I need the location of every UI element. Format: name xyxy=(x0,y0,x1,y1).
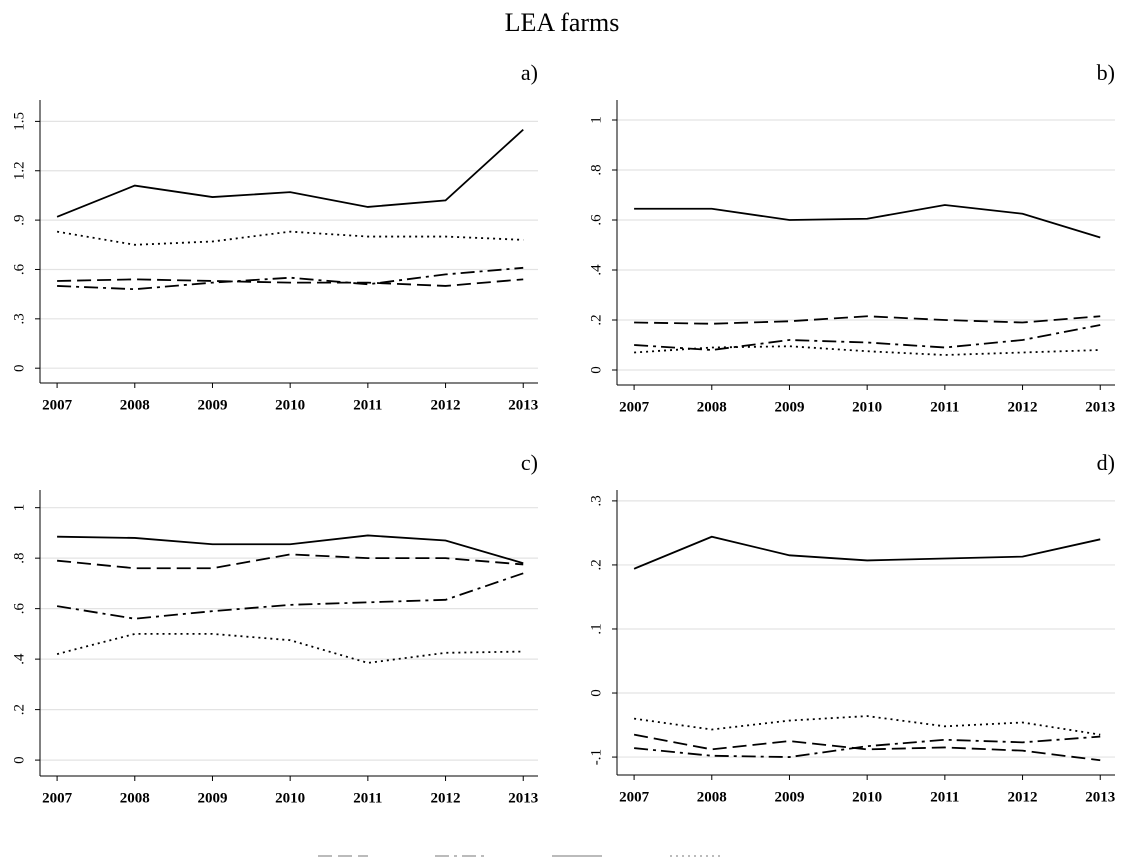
y-tick-label: 0 xyxy=(11,756,27,764)
series-line xyxy=(633,715,1101,736)
x-tick-label: 2011 xyxy=(353,397,382,413)
x-tick-label: 2012 xyxy=(431,397,461,413)
x-tick-label: 2013 xyxy=(1085,399,1115,415)
x-tick-label: 2010 xyxy=(275,397,305,413)
y-tick-label: .2 xyxy=(588,314,604,325)
series-line xyxy=(634,735,1101,758)
series-line xyxy=(57,534,524,565)
x-tick-label: 2008 xyxy=(120,790,150,806)
panel-label: d) xyxy=(1097,450,1115,475)
x-tick-label: 2009 xyxy=(774,399,804,415)
y-tick-label: .8 xyxy=(588,164,604,175)
x-tick-label: 2007 xyxy=(42,790,73,806)
panel-label: c) xyxy=(521,450,538,475)
x-tick-label: 2012 xyxy=(1008,399,1038,415)
y-tick-label: .4 xyxy=(588,264,604,276)
series-line xyxy=(633,535,1101,570)
y-tick-label: 1.2 xyxy=(11,161,27,180)
y-tick-label: .3 xyxy=(11,313,27,324)
y-tick-label: .4 xyxy=(11,653,27,665)
x-tick-label: 2007 xyxy=(42,397,73,413)
y-tick-label: 1 xyxy=(588,116,604,124)
y-tick-label: .6 xyxy=(11,603,27,615)
x-tick-label: 2013 xyxy=(1085,789,1115,805)
y-tick-label: .1 xyxy=(588,623,604,634)
x-tick-label: 2009 xyxy=(197,397,227,413)
y-tick-label: .6 xyxy=(588,214,604,226)
x-tick-label: 2010 xyxy=(275,790,305,806)
y-tick-label: 0 xyxy=(588,366,604,374)
x-tick-label: 2011 xyxy=(930,789,959,805)
series-line xyxy=(56,572,524,620)
series-line xyxy=(634,204,1101,239)
series-line xyxy=(634,345,1101,356)
y-tick-label: 1 xyxy=(11,504,27,512)
panel-label: a) xyxy=(521,60,538,85)
x-tick-label: 2008 xyxy=(697,399,727,415)
x-tick-label: 2013 xyxy=(508,790,538,806)
y-tick-label: 1.5 xyxy=(11,112,27,131)
series-line xyxy=(57,278,524,287)
x-tick-label: 2012 xyxy=(1008,789,1038,805)
x-tick-label: 2008 xyxy=(120,397,150,413)
x-tick-label: 2012 xyxy=(431,790,461,806)
y-tick-label: 0 xyxy=(588,689,604,697)
series-line xyxy=(57,266,524,291)
y-tick-label: 0 xyxy=(11,364,27,372)
panel-label: b) xyxy=(1097,60,1115,85)
x-tick-label: 2009 xyxy=(197,790,227,806)
series-line xyxy=(634,315,1101,325)
x-tick-label: 2011 xyxy=(930,399,959,415)
series-line xyxy=(57,553,524,570)
x-tick-label: 2009 xyxy=(774,789,804,805)
y-tick-label: .8 xyxy=(11,553,27,564)
x-tick-label: 2007 xyxy=(619,399,650,415)
series-line xyxy=(56,632,524,664)
y-tick-label: .3 xyxy=(588,495,604,506)
x-tick-label: 2011 xyxy=(353,790,382,806)
x-tick-label: 2013 xyxy=(508,397,538,413)
x-tick-label: 2008 xyxy=(697,789,727,805)
series-line xyxy=(56,128,524,218)
y-tick-label: .6 xyxy=(11,263,27,275)
series-line xyxy=(56,230,524,246)
series-line xyxy=(633,733,1101,762)
x-tick-label: 2010 xyxy=(852,789,882,805)
x-tick-label: 2007 xyxy=(619,789,650,805)
x-tick-label: 2010 xyxy=(852,399,882,415)
y-tick-label: .9 xyxy=(11,214,27,225)
y-tick-label: -.1 xyxy=(588,749,604,765)
figure-title: LEA farms xyxy=(505,8,620,37)
series-line xyxy=(634,324,1101,351)
y-tick-label: .2 xyxy=(11,704,27,715)
y-tick-label: .2 xyxy=(588,559,604,570)
